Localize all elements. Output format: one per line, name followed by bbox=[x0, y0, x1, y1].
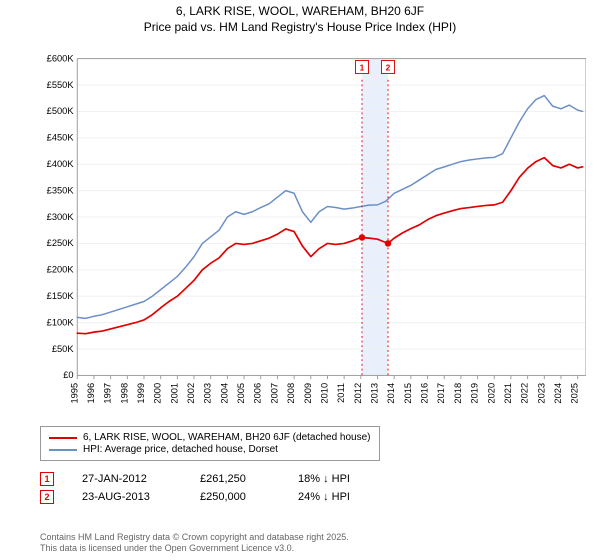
svg-text:2008: 2008 bbox=[286, 383, 296, 404]
svg-text:2017: 2017 bbox=[436, 383, 446, 404]
svg-text:1997: 1997 bbox=[103, 383, 113, 404]
svg-text:£200K: £200K bbox=[47, 265, 75, 275]
title-line1: 6, LARK RISE, WOOL, WAREHAM, BH20 6JF bbox=[0, 4, 600, 18]
svg-text:£600K: £600K bbox=[47, 53, 75, 63]
svg-text:£0: £0 bbox=[63, 370, 73, 380]
svg-text:£450K: £450K bbox=[47, 133, 75, 143]
svg-text:2018: 2018 bbox=[453, 383, 463, 404]
sales-list: 1 27-JAN-2012 £261,250 18% ↓ HPI 2 23-AUG-201… bbox=[40, 468, 350, 508]
legend-label: 6, LARK RISE, WOOL, WAREHAM, BH20 6JF (d… bbox=[83, 432, 371, 443]
sale-price: £261,250 bbox=[200, 473, 270, 485]
svg-text:1999: 1999 bbox=[136, 383, 146, 404]
svg-text:2021: 2021 bbox=[503, 383, 513, 404]
svg-text:2022: 2022 bbox=[520, 383, 530, 404]
svg-text:£400K: £400K bbox=[47, 159, 75, 169]
chart-title: 6, LARK RISE, WOOL, WAREHAM, BH20 6JF Pr… bbox=[0, 0, 600, 34]
svg-text:2014: 2014 bbox=[386, 383, 396, 404]
svg-text:2020: 2020 bbox=[486, 383, 496, 404]
footer-attribution: Contains HM Land Registry data © Crown c… bbox=[40, 532, 349, 555]
svg-text:£250K: £250K bbox=[47, 238, 75, 248]
legend-swatch bbox=[49, 449, 77, 451]
svg-text:2005: 2005 bbox=[236, 383, 246, 404]
svg-text:2011: 2011 bbox=[336, 383, 346, 403]
sale-date: 27-JAN-2012 bbox=[82, 473, 172, 485]
sale-price: £250,000 bbox=[200, 491, 270, 503]
svg-text:2001: 2001 bbox=[169, 383, 179, 404]
svg-text:£150K: £150K bbox=[47, 291, 75, 301]
svg-text:2016: 2016 bbox=[420, 383, 430, 404]
svg-text:1: 1 bbox=[360, 63, 365, 73]
legend-item: 6, LARK RISE, WOOL, WAREHAM, BH20 6JF (d… bbox=[49, 432, 371, 443]
svg-text:£500K: £500K bbox=[47, 106, 75, 116]
sale-delta: 24% ↓ HPI bbox=[298, 491, 350, 503]
footer-line1: Contains HM Land Registry data © Crown c… bbox=[40, 532, 349, 543]
svg-text:2025: 2025 bbox=[570, 383, 580, 404]
svg-text:1996: 1996 bbox=[86, 383, 96, 404]
sale-marker: 1 bbox=[40, 472, 54, 486]
title-line2: Price paid vs. HM Land Registry's House … bbox=[0, 20, 600, 34]
svg-text:2004: 2004 bbox=[219, 383, 229, 404]
svg-text:2003: 2003 bbox=[203, 383, 213, 404]
svg-text:2012: 2012 bbox=[353, 383, 363, 404]
legend-swatch bbox=[49, 437, 77, 439]
svg-text:2010: 2010 bbox=[319, 383, 329, 404]
sale-delta: 18% ↓ HPI bbox=[298, 473, 350, 485]
svg-text:1995: 1995 bbox=[69, 383, 79, 404]
svg-text:2015: 2015 bbox=[403, 383, 413, 404]
sale-date: 23-AUG-2013 bbox=[82, 491, 172, 503]
svg-text:2019: 2019 bbox=[470, 383, 480, 404]
svg-text:2024: 2024 bbox=[553, 383, 563, 404]
svg-text:£550K: £550K bbox=[47, 80, 75, 90]
svg-text:£350K: £350K bbox=[47, 185, 75, 195]
svg-text:2006: 2006 bbox=[253, 383, 263, 404]
svg-text:£100K: £100K bbox=[47, 317, 75, 327]
svg-text:2000: 2000 bbox=[153, 383, 163, 404]
sale-row: 2 23-AUG-2013 £250,000 24% ↓ HPI bbox=[40, 490, 350, 504]
svg-text:2013: 2013 bbox=[370, 383, 380, 404]
svg-text:2023: 2023 bbox=[536, 383, 546, 404]
sale-row: 1 27-JAN-2012 £261,250 18% ↓ HPI bbox=[40, 472, 350, 486]
legend-item: HPI: Average price, detached house, Dors… bbox=[49, 444, 371, 455]
svg-text:£300K: £300K bbox=[47, 212, 75, 222]
svg-text:2: 2 bbox=[386, 63, 391, 73]
legend-label: HPI: Average price, detached house, Dors… bbox=[83, 444, 278, 455]
svg-text:2009: 2009 bbox=[303, 383, 313, 404]
legend: 6, LARK RISE, WOOL, WAREHAM, BH20 6JF (d… bbox=[40, 426, 380, 461]
svg-text:2007: 2007 bbox=[269, 383, 279, 404]
chart-svg: £0 £50K £100K £150K £200K £250K £300K £350K £400… bbox=[40, 46, 586, 416]
sale-marker: 2 bbox=[40, 490, 54, 504]
line-chart: £0 £50K £100K £150K £200K £250K £300K £350K £400… bbox=[40, 46, 586, 416]
svg-text:£50K: £50K bbox=[52, 344, 75, 354]
footer-line2: This data is licensed under the Open Gov… bbox=[40, 543, 349, 554]
svg-text:1998: 1998 bbox=[119, 383, 129, 404]
svg-text:2002: 2002 bbox=[186, 383, 196, 404]
